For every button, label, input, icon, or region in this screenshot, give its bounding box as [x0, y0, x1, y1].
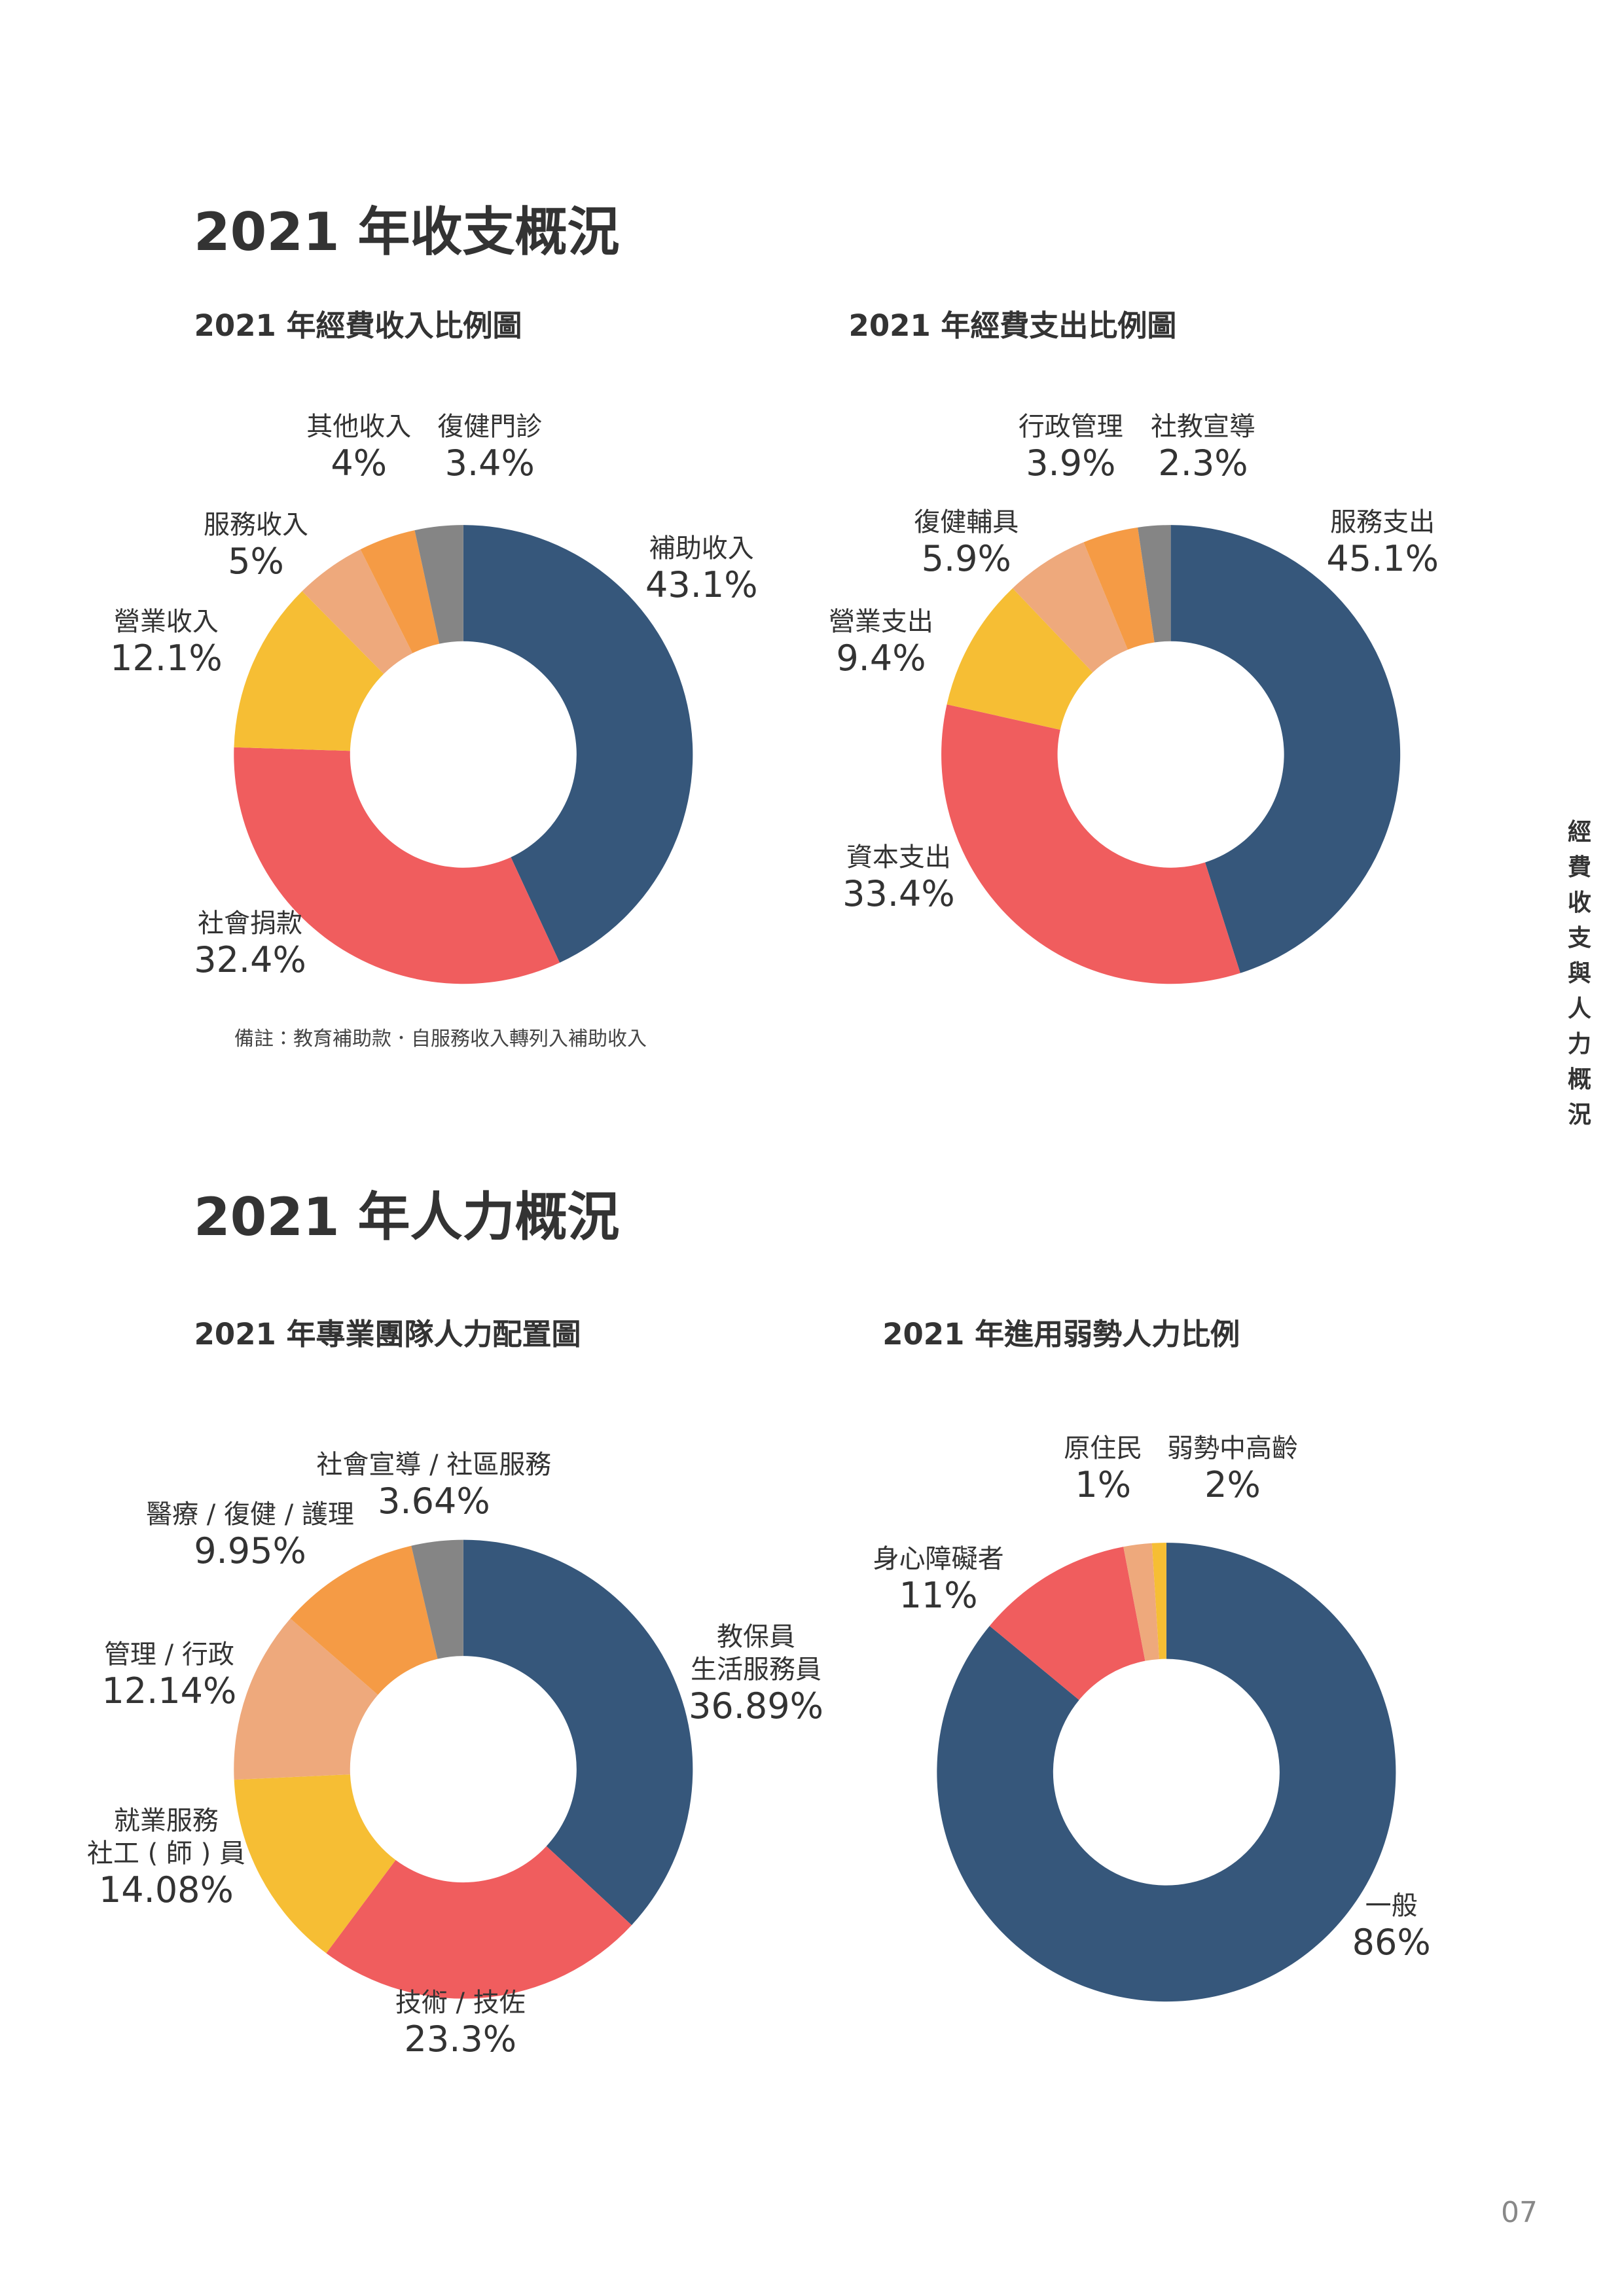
slice-name: 資本支出 — [846, 842, 951, 872]
slice-value: 9.95% — [194, 1530, 306, 1572]
donut-slice — [1138, 525, 1171, 643]
slice-name: 弱勢中高齡 — [1166, 1433, 1298, 1464]
slice-name: 服務收入 — [203, 510, 308, 541]
slice-label: 社教宣導 2.3% — [1151, 410, 1255, 484]
slice-name: 技術 / 技佐 — [395, 1988, 526, 2018]
slice-value: 36.89% — [689, 1685, 823, 1727]
slice-label: 行政管理 3.9% — [1019, 410, 1123, 484]
slice-label: 一般 86% — [1352, 1890, 1431, 1963]
slice-label: 教保員 生活服務員 36.89% — [689, 1621, 823, 1727]
slice-name: 醫療 / 復健 / 護理 — [146, 1499, 354, 1530]
slice-value: 11% — [899, 1574, 978, 1616]
donut-slice — [1083, 527, 1155, 650]
note: 備註：教育補助款．自服務收入轉列入補助收入 — [234, 1028, 647, 1050]
side-label: 經費收支與人力概況 — [1567, 819, 1591, 1128]
section-title: 2021 年收支概況 — [194, 202, 620, 262]
slice-value: 3.9% — [1026, 442, 1116, 484]
donut-slice — [1151, 1543, 1166, 1659]
slice-value: 2% — [1204, 1464, 1261, 1506]
slice-name: 身心障礙者 — [873, 1543, 1004, 1574]
slice-name: 教保員 生活服務員 — [690, 1621, 821, 1685]
slice-label: 原住民 1% — [1064, 1432, 1142, 1505]
slice-name: 社會捐款 — [197, 908, 302, 939]
slice-value: 2.3% — [1158, 442, 1248, 484]
chart-title: 2021 年經費收入比例圖 — [194, 308, 522, 343]
chart-title: 2021 年進用弱勢人力比例 — [882, 1317, 1240, 1352]
donut-slice — [234, 747, 560, 984]
slice-label: 復健輔具 5.9% — [914, 506, 1019, 579]
slice-value: 3.4% — [444, 442, 535, 484]
donut-slice — [1013, 542, 1128, 673]
donut-slice — [463, 1539, 693, 1926]
donut-slice — [360, 530, 440, 654]
slice-value: 86% — [1352, 1922, 1431, 1964]
slice-name: 社會宣導 / 社區服務 — [316, 1450, 552, 1480]
donut-slice — [302, 549, 413, 674]
slice-label: 醫療 / 復健 / 護理 9.95% — [146, 1498, 354, 1571]
donut-slice — [989, 1547, 1146, 1700]
slice-value: 14.08% — [98, 1869, 234, 1910]
slice-label: 營業收入 12.1% — [110, 605, 223, 679]
slice-label: 社會捐款 32.4% — [194, 907, 306, 980]
slice-value: 4% — [331, 442, 388, 484]
slice-name: 一般 — [1365, 1891, 1418, 1922]
slice-name: 社教宣導 — [1151, 411, 1256, 442]
page-number: 07 — [1501, 2196, 1538, 2229]
chart-title: 2021 年專業團隊人力配置圖 — [194, 1317, 581, 1352]
slice-value: 43.1% — [645, 564, 758, 606]
slice-value: 9.4% — [836, 637, 926, 679]
slice-value: 5% — [228, 541, 284, 583]
slice-value: 12.14% — [101, 1670, 237, 1712]
donut-slice — [937, 1543, 1396, 2002]
slice-value: 45.1% — [1326, 537, 1439, 579]
donut-slice — [290, 1545, 438, 1695]
donut-slice — [941, 704, 1240, 984]
slice-label: 補助收入 43.1% — [645, 532, 758, 605]
slice-name: 就業服務 社工 ( 師 ) 員 — [86, 1805, 245, 1869]
slice-name: 管理 / 行政 — [103, 1639, 234, 1670]
slice-value: 23.3% — [404, 2018, 517, 2060]
slice-value: 12.1% — [110, 637, 223, 679]
slice-label: 復健門診 3.4% — [437, 410, 542, 484]
slice-value: 5.9% — [921, 537, 1011, 579]
slice-label: 弱勢中高齡 2% — [1167, 1432, 1298, 1505]
donut-slice — [326, 1846, 632, 1999]
donut-slice — [463, 525, 693, 963]
donut-slice — [411, 1539, 463, 1659]
chart-title: 2021 年經費支出比例圖 — [848, 308, 1177, 343]
slice-value: 1% — [1075, 1464, 1132, 1506]
section-title: 2021 年人力概況 — [194, 1187, 620, 1247]
donut-slice — [414, 525, 463, 644]
slice-label: 身心障礙者 11% — [873, 1543, 1004, 1616]
donut-slice — [1170, 525, 1401, 973]
slice-name: 營業收入 — [113, 607, 219, 637]
donut-slice — [234, 1774, 396, 1954]
slice-name: 復健門診 — [437, 411, 543, 442]
donut-slice — [947, 588, 1093, 730]
slice-label: 服務收入 5% — [204, 509, 308, 582]
slice-name: 服務支出 — [1330, 507, 1435, 537]
slice-name: 復健輔具 — [914, 507, 1019, 537]
slice-name: 營業支出 — [828, 607, 933, 637]
slice-name: 原住民 — [1064, 1433, 1143, 1464]
slice-label: 其他收入 4% — [306, 410, 411, 484]
slice-label: 營業支出 9.4% — [829, 605, 933, 679]
slice-value: 32.4% — [194, 939, 306, 981]
slice-label: 資本支出 33.4% — [842, 841, 955, 914]
slice-value: 33.4% — [842, 873, 955, 914]
slice-label: 管理 / 行政 12.14% — [101, 1638, 236, 1712]
donut-slice — [1123, 1543, 1160, 1661]
slice-label: 社會宣導 / 社區服務 3.64% — [316, 1448, 551, 1522]
slice-label: 就業服務 社工 ( 師 ) 員 14.08% — [87, 1804, 245, 1910]
slice-name: 行政管理 — [1018, 411, 1123, 442]
slice-label: 服務支出 45.1% — [1326, 506, 1439, 579]
donut-slice — [234, 1618, 378, 1780]
slice-name: 其他收入 — [306, 411, 412, 442]
slice-value: 3.64% — [378, 1480, 490, 1522]
slice-label: 技術 / 技佐 23.3% — [395, 1986, 526, 2060]
donut-slice — [234, 591, 384, 751]
slice-name: 補助收入 — [649, 533, 754, 564]
